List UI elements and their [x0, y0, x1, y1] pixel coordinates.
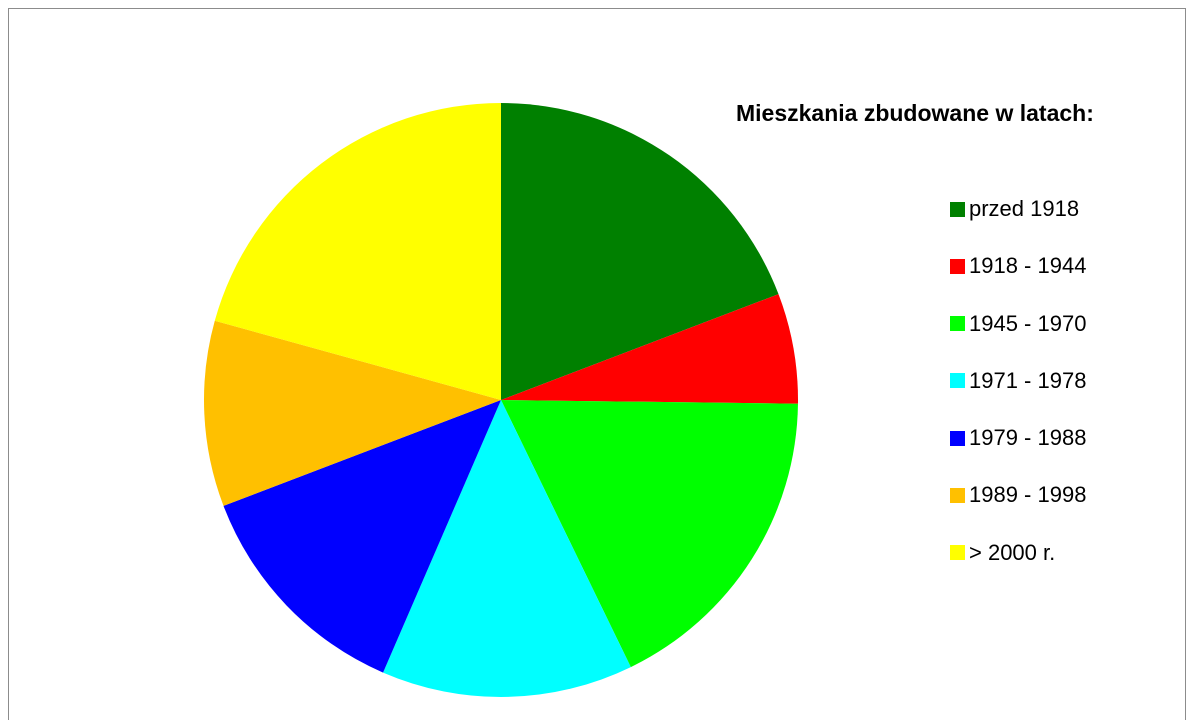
legend-item: 1979 - 1988	[950, 423, 1086, 453]
pie-slice	[501, 294, 799, 404]
legend-item: 1971 - 1978	[950, 366, 1086, 396]
legend-item: > 2000 r.	[950, 538, 1086, 568]
legend-swatch	[950, 430, 965, 446]
pie-slice	[383, 400, 631, 697]
legend-item: 1918 - 1944	[950, 251, 1086, 281]
legend-title: Mieszkania zbudowane w latach:	[736, 100, 1094, 126]
pie-slice	[223, 400, 501, 673]
pie-slice	[203, 320, 501, 506]
pie-slice	[501, 103, 779, 400]
legend-swatch	[950, 201, 965, 217]
legend-swatch	[950, 316, 965, 332]
legend-label: 1945 - 1970	[969, 310, 1087, 336]
legend-item: 1945 - 1970	[950, 309, 1086, 339]
legend-label: przed 1918	[969, 196, 1080, 221]
legend-label: 1989 - 1998	[969, 482, 1087, 508]
pie-slice	[501, 400, 798, 668]
legend-label: 1918 - 1944	[969, 253, 1087, 279]
legend-label: 1971 - 1978	[969, 367, 1087, 393]
legend-swatch	[950, 545, 965, 561]
legend-item: przed 1918	[950, 194, 1086, 224]
legend-swatch	[950, 487, 965, 503]
legend-label: > 2000 r.	[969, 539, 1056, 565]
legend-label: 1979 - 1988	[969, 425, 1087, 451]
legend-item: 1989 - 1998	[950, 480, 1086, 510]
legend: przed 1918 1918 - 1944 1945 - 1970 1971 …	[950, 194, 1086, 595]
pie-slice	[214, 103, 501, 400]
pie-slices	[203, 103, 799, 697]
legend-swatch	[950, 258, 965, 274]
legend-swatch	[950, 373, 965, 389]
